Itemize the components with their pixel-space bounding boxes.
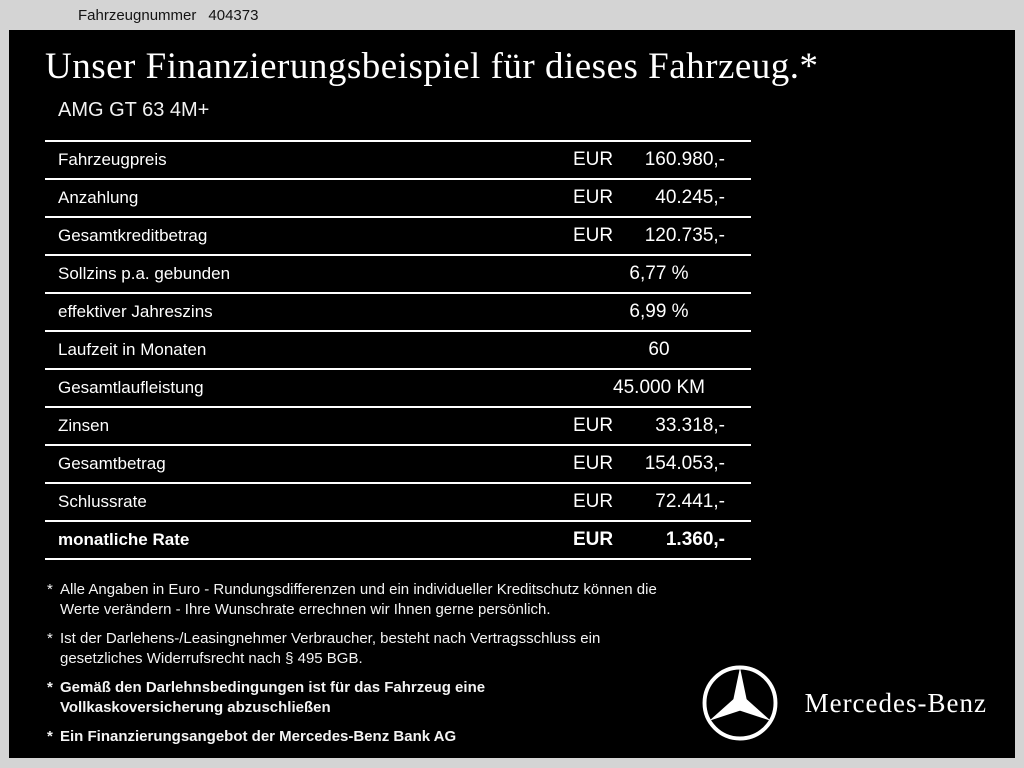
page-title: Unser Finanzierungsbeispiel für dieses F… bbox=[45, 46, 819, 87]
row-label: monatliche Rate bbox=[58, 530, 190, 549]
footnote: * Ein Finanzierungsangebot der Mercedes-B… bbox=[45, 727, 765, 747]
row-value: EUR 1.360,- bbox=[539, 529, 751, 551]
financing-table: Fahrzeugpreis EUR 160.980,- Anzahlung EUR 40.… bbox=[45, 140, 751, 560]
mercedes-star-icon bbox=[702, 665, 778, 741]
table-row: Zinsen EUR 33.318,- bbox=[45, 408, 751, 446]
row-label: Schlussrate bbox=[58, 492, 147, 511]
row-value: 6,99 % bbox=[629, 301, 689, 322]
footnote-text: Ein Finanzierungsangebot der Mercedes-Be… bbox=[60, 728, 457, 745]
row-value: 6,77 % bbox=[629, 263, 689, 284]
table-row: Gesamtkreditbetrag EUR 120.735,- bbox=[45, 218, 751, 256]
row-label: Zinsen bbox=[58, 416, 110, 435]
row-label: Anzahlung bbox=[58, 188, 139, 207]
amount-value: 154.053,- bbox=[644, 453, 725, 474]
footnote-marker: * bbox=[47, 581, 53, 598]
currency-label: EUR bbox=[573, 415, 614, 436]
currency-label: EUR bbox=[573, 529, 614, 550]
vehicle-number-label: Fahrzeugnummer bbox=[78, 6, 197, 24]
row-value: 45.000 KM bbox=[613, 377, 705, 398]
footnotes: * Alle Angaben in Euro - Rundungsdifferen… bbox=[45, 580, 765, 747]
row-label: Fahrzeugpreis bbox=[58, 150, 167, 169]
row-label: Sollzins p.a. gebunden bbox=[58, 264, 231, 283]
row-value: EUR 72.441,- bbox=[539, 491, 751, 513]
row-label: Gesamtbetrag bbox=[58, 454, 166, 473]
footnote-text: Gemäß den Darlehnsbedingungen ist für da… bbox=[60, 679, 486, 716]
table-row: Anzahlung EUR 40.245,- bbox=[45, 180, 751, 218]
brand-area: Mercedes-Benz bbox=[701, 664, 987, 742]
amount-value: 160.980,- bbox=[644, 149, 725, 170]
footnote-text: Alle Angaben in Euro - Rundungsdifferenz… bbox=[60, 581, 657, 618]
row-value: EUR 120.735,- bbox=[539, 225, 751, 247]
row-label: effektiver Jahreszins bbox=[58, 302, 213, 321]
table-row: effektiver Jahreszins 6,99 % bbox=[45, 294, 751, 332]
currency-label: EUR bbox=[573, 491, 614, 512]
amount-value: 1.360,- bbox=[665, 529, 725, 550]
row-value: EUR 154.053,- bbox=[539, 453, 751, 475]
footnote: * Gemäß den Darlehnsbedingungen ist für d… bbox=[45, 678, 765, 718]
table-row: Fahrzeugpreis EUR 160.980,- bbox=[45, 142, 751, 180]
currency-label: EUR bbox=[573, 225, 614, 246]
amount-value: 40.245,- bbox=[655, 187, 725, 208]
table-row: Laufzeit in Monaten 60 bbox=[45, 332, 751, 370]
row-label: Laufzeit in Monaten bbox=[58, 340, 207, 359]
row-value: EUR 33.318,- bbox=[539, 415, 751, 437]
table-row: Gesamtbetrag EUR 154.053,- bbox=[45, 446, 751, 484]
amount-value: 33.318,- bbox=[655, 415, 725, 436]
amount-value: 72.441,- bbox=[655, 491, 725, 512]
currency-label: EUR bbox=[573, 187, 614, 208]
table-row: Gesamtlaufleistung 45.000 KM bbox=[45, 370, 751, 408]
row-value: EUR 40.245,- bbox=[539, 187, 751, 209]
brand-name: Mercedes-Benz bbox=[804, 687, 987, 718]
currency-label: EUR bbox=[573, 149, 614, 170]
row-value: EUR 160.980,- bbox=[539, 149, 751, 171]
footnote-marker: * bbox=[47, 679, 53, 696]
vehicle-number-bar: Fahrzeugnummer 404373 bbox=[0, 0, 1024, 30]
footnote: * Ist der Darlehens-/Leasingnehmer Verbra… bbox=[45, 629, 765, 669]
vehicle-number-value: 404373 bbox=[208, 6, 259, 24]
footnote-marker: * bbox=[47, 728, 53, 745]
table-row: monatliche Rate EUR 1.360,- bbox=[45, 522, 751, 560]
footnote-marker: * bbox=[47, 630, 53, 647]
amount-value: 120.735,- bbox=[644, 225, 725, 246]
table-row: Sollzins p.a. gebunden 6,77 % bbox=[45, 256, 751, 294]
footnote-text: Ist der Darlehens-/Leasingnehmer Verbrau… bbox=[60, 630, 601, 667]
vehicle-model: AMG GT 63 4M+ bbox=[58, 99, 210, 121]
row-label: Gesamtkreditbetrag bbox=[58, 226, 208, 245]
financing-panel: Unser Finanzierungsbeispiel für dieses F… bbox=[9, 30, 1015, 758]
currency-label: EUR bbox=[573, 453, 614, 474]
table-row: Schlussrate EUR 72.441,- bbox=[45, 484, 751, 522]
row-label: Gesamtlaufleistung bbox=[58, 378, 204, 397]
footnote: * Alle Angaben in Euro - Rundungsdifferen… bbox=[45, 580, 765, 620]
row-value: 60 bbox=[648, 339, 670, 360]
